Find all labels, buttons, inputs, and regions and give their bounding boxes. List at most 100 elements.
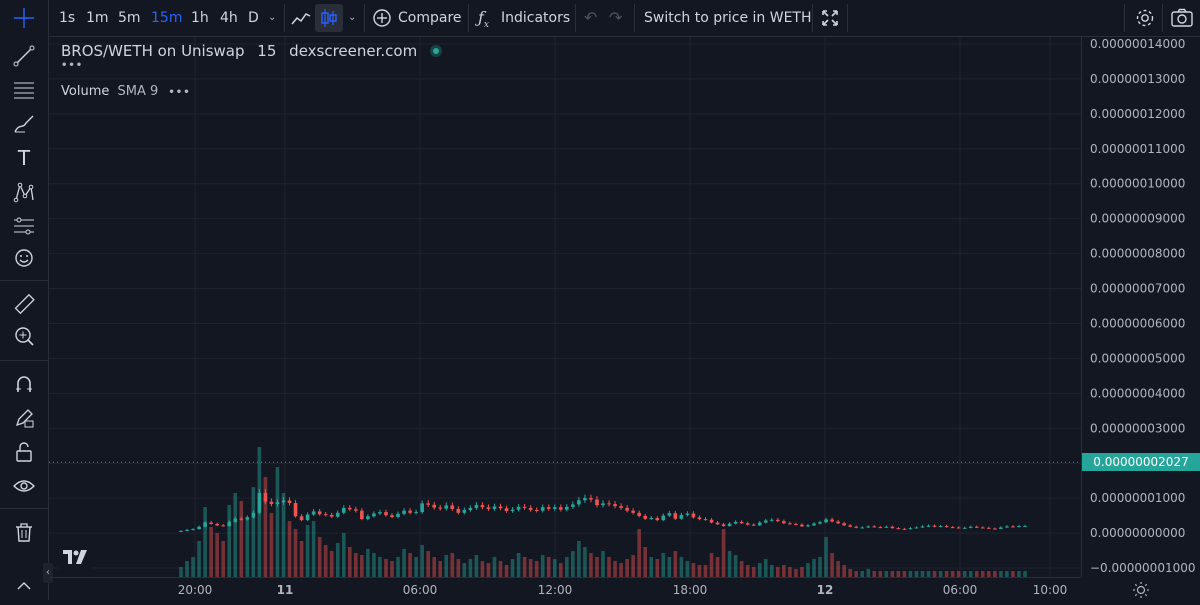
volume-bar — [251, 487, 256, 577]
switch-price-weth-button[interactable]: Switch to price in WETH — [644, 10, 812, 26]
candle-body — [354, 509, 358, 511]
timeframe-1s[interactable]: 1s — [59, 10, 76, 26]
chart-pane[interactable] — [49, 37, 1081, 577]
brush-icon[interactable] — [8, 108, 40, 140]
candle-body — [341, 507, 346, 513]
candle-body — [715, 522, 720, 525]
axis-settings-sun-icon[interactable] — [1131, 581, 1151, 599]
ruler-icon[interactable] — [8, 288, 40, 320]
top-toolbar: 1s 1m 5m 15m 1h 4h D ⌄ ⌄ Compare ƒx Indi… — [0, 0, 1200, 37]
crosshair-icon[interactable] — [8, 2, 40, 34]
prediction-tools-icon[interactable] — [8, 210, 40, 242]
candle-body — [209, 522, 213, 524]
volume-bar — [661, 553, 666, 577]
candle-body — [607, 503, 611, 505]
candle-body — [552, 507, 557, 509]
volume-bar — [788, 567, 792, 577]
candlestick-chart[interactable] — [49, 37, 1081, 577]
candle-body — [727, 523, 732, 527]
magnet-icon[interactable] — [8, 368, 40, 400]
volume-bar — [974, 571, 979, 577]
candle-body — [631, 510, 635, 513]
lock-drawing-pencil-icon[interactable] — [8, 402, 40, 434]
volume-bar — [209, 527, 213, 577]
pattern-icon[interactable] — [8, 176, 40, 208]
undo-icon[interactable]: ↶ — [584, 8, 598, 27]
volume-more-icon[interactable]: ••• — [168, 87, 191, 98]
emoji-icon[interactable] — [8, 242, 40, 274]
volume-bar — [691, 563, 696, 577]
candle-body — [613, 504, 617, 507]
timeframe-15m[interactable]: 15m — [151, 10, 183, 26]
lock-icon[interactable] — [8, 436, 40, 468]
trash-icon[interactable] — [8, 516, 40, 548]
candle-body — [655, 518, 660, 521]
volume-bar — [920, 571, 925, 577]
tradingview-logo-icon[interactable] — [58, 542, 92, 572]
candle-body — [360, 510, 364, 520]
candle-body — [595, 499, 599, 506]
timeframe-dropdown-icon[interactable]: ⌄ — [268, 12, 277, 23]
volume-bar — [902, 571, 907, 577]
volume-bar — [908, 571, 913, 577]
volume-bar — [329, 551, 334, 577]
volume-bar — [571, 551, 575, 577]
chart-type-dropdown-icon[interactable]: ⌄ — [348, 12, 357, 23]
candle-body — [866, 526, 871, 528]
collapse-toolbar-icon[interactable]: ‹ — [43, 563, 53, 583]
candle-body — [697, 517, 702, 520]
toolbar-divider — [468, 4, 469, 32]
zoom-in-icon[interactable] — [8, 320, 40, 352]
compare-button[interactable]: Compare — [372, 0, 464, 36]
timeframe-5m[interactable]: 5m — [118, 10, 141, 26]
eye-icon[interactable] — [8, 470, 40, 502]
candle-body — [317, 511, 322, 515]
trend-line-icon[interactable] — [8, 40, 40, 72]
candle-body — [257, 492, 262, 513]
volume-bar — [999, 571, 1003, 577]
candle-body — [842, 523, 846, 526]
candle-body — [679, 514, 684, 519]
camera-snapshot-icon[interactable] — [1170, 0, 1194, 36]
text-tool-icon[interactable]: T — [17, 146, 31, 170]
toolbar-divider — [364, 4, 365, 32]
volume-bar — [299, 541, 304, 577]
legend-more-icon[interactable]: ••• — [61, 60, 84, 71]
volume-bar — [179, 567, 183, 577]
candles-chart-icon[interactable] — [315, 4, 343, 32]
indicators-button[interactable]: ƒx Indicators — [476, 0, 570, 36]
timeframe-4h[interactable]: 4h — [220, 10, 238, 26]
candle-body — [583, 498, 587, 501]
candle-body — [414, 512, 418, 514]
time-axis[interactable]: 20:00 11 06:00 12:00 18:00 12 06:00 10:00 — [49, 577, 1081, 601]
candle-body — [782, 521, 786, 524]
toolbar-divider — [812, 4, 813, 32]
volume-bar — [426, 551, 430, 577]
more-tools-chevron-icon[interactable] — [8, 572, 40, 600]
timeframe-1m[interactable]: 1m — [86, 10, 109, 26]
candle-body — [667, 513, 672, 516]
timeframe-d[interactable]: D — [248, 10, 259, 26]
volume-bar — [468, 559, 473, 577]
price-tick-label: 0.00000011000 — [1090, 142, 1185, 156]
price-tick-label: 0.00000005000 — [1090, 351, 1185, 365]
volume-bar — [721, 529, 726, 577]
candle-body — [221, 525, 226, 527]
volume-bar — [631, 555, 635, 577]
time-tick-label: 10:00 — [1033, 583, 1068, 597]
fib-retracement-icon[interactable] — [8, 74, 40, 106]
timeframe-1h[interactable]: 1h — [191, 10, 209, 26]
price-axis[interactable]: 0.00000014000 0.00000013000 0.00000012000 0… — [1081, 37, 1200, 577]
candle-body — [468, 507, 473, 511]
fullscreen-icon[interactable] — [820, 0, 840, 36]
symbol-name[interactable]: BROS/WETH on Uniswap — [61, 42, 245, 60]
settings-gear-icon[interactable] — [1134, 0, 1156, 36]
candle-body — [516, 506, 521, 510]
time-tick-label: 06:00 — [403, 583, 438, 597]
price-tick-label: 0.00000003000 — [1090, 421, 1185, 435]
redo-icon[interactable]: ↷ — [609, 8, 623, 27]
volume-legend[interactable]: Volume SMA 9 ••• — [61, 84, 191, 99]
volume-bar — [414, 557, 418, 577]
candle-body — [691, 513, 696, 518]
line-chart-icon[interactable] — [290, 0, 312, 36]
